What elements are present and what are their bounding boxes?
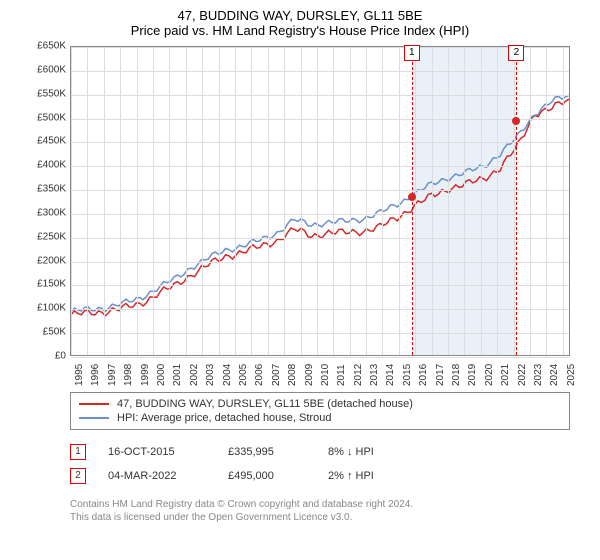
sale-marker-line: [516, 47, 517, 355]
sale-event-price: £495,000: [228, 470, 328, 482]
y-tick-label: £600K: [20, 64, 66, 75]
sale-event-diff: 2% ↑ HPI: [328, 470, 428, 482]
sale-event-badge: 2: [70, 468, 86, 484]
x-tick-label: 2015: [402, 364, 413, 386]
x-tick-label: 2018: [451, 364, 462, 386]
x-tick-label: 2019: [467, 364, 478, 386]
plot-region: 12: [70, 46, 570, 356]
x-tick-label: 2021: [500, 364, 511, 386]
x-tick-label: 2006: [254, 364, 265, 386]
chart-container: 47, BUDDING WAY, DURSLEY, GL11 5BE Price…: [0, 0, 600, 560]
y-tick-label: £50K: [20, 327, 66, 338]
x-tick-label: 2013: [369, 364, 380, 386]
sale-event-diff: 8% ↓ HPI: [328, 446, 428, 458]
legend-swatch: [79, 417, 109, 419]
x-tick-label: 2012: [353, 364, 364, 386]
sale-marker-badge: 2: [508, 45, 524, 61]
chart-title: 47, BUDDING WAY, DURSLEY, GL11 5BE: [20, 8, 580, 23]
y-tick-label: £450K: [20, 136, 66, 147]
sale-dot: [408, 193, 416, 201]
x-tick-label: 2010: [320, 364, 331, 386]
x-tick-label: 2022: [517, 364, 528, 386]
sale-event-date: 04-MAR-2022: [108, 470, 228, 482]
x-tick-label: 2025: [566, 364, 577, 386]
x-tick-label: 1995: [74, 364, 85, 386]
footer-attribution: Contains HM Land Registry data © Crown c…: [70, 498, 570, 524]
x-tick-label: 2007: [271, 364, 282, 386]
footer-line-2: This data is licensed under the Open Gov…: [70, 511, 570, 524]
x-tick-label: 2001: [172, 364, 183, 386]
sale-events: 1 16-OCT-2015£335,9958% ↓ HPI 2 04-MAR-2022…: [70, 440, 570, 488]
x-tick-label: 2024: [549, 364, 560, 386]
x-tick-label: 2016: [418, 364, 429, 386]
legend-label: 47, BUDDING WAY, DURSLEY, GL11 5BE (deta…: [117, 398, 413, 410]
y-tick-label: £550K: [20, 88, 66, 99]
y-tick-label: £650K: [20, 41, 66, 52]
footer-line-1: Contains HM Land Registry data © Crown c…: [70, 498, 570, 511]
sale-marker-line: [412, 47, 413, 355]
x-tick-label: 1996: [90, 364, 101, 386]
x-tick-label: 2000: [156, 364, 167, 386]
sale-event-date: 16-OCT-2015: [108, 446, 228, 458]
sale-event-price: £335,995: [228, 446, 328, 458]
x-tick-label: 2005: [238, 364, 249, 386]
y-tick-label: £250K: [20, 231, 66, 242]
y-tick-label: £100K: [20, 303, 66, 314]
legend-swatch: [79, 403, 109, 405]
sale-dot: [512, 117, 520, 125]
legend-label: HPI: Average price, detached house, Stro…: [117, 412, 331, 424]
x-tick-label: 2017: [435, 364, 446, 386]
y-tick-label: £200K: [20, 255, 66, 266]
y-tick-label: £350K: [20, 184, 66, 195]
x-tick-label: 2014: [385, 364, 396, 386]
x-tick-label: 2011: [336, 364, 347, 386]
x-tick-label: 2002: [189, 364, 200, 386]
series-line-1: [71, 95, 569, 311]
chart-area: £0 £50K £100K £150K £200K £250K £300K £350K £400…: [20, 46, 580, 386]
legend-row: 47, BUDDING WAY, DURSLEY, GL11 5BE (deta…: [79, 397, 561, 411]
x-tick-label: 1997: [107, 364, 118, 386]
series-line-0: [71, 99, 569, 316]
x-tick-label: 1999: [140, 364, 151, 386]
sale-marker-badge: 1: [404, 45, 420, 61]
y-tick-label: £0: [20, 351, 66, 362]
y-tick-label: £400K: [20, 160, 66, 171]
x-tick-label: 2020: [484, 364, 495, 386]
chart-subtitle: Price paid vs. HM Land Registry's House …: [20, 23, 580, 38]
sale-event-row: 1 16-OCT-2015£335,9958% ↓ HPI: [70, 440, 570, 464]
sale-event-badge: 1: [70, 444, 86, 460]
y-tick-label: £150K: [20, 279, 66, 290]
x-tick-label: 2023: [533, 364, 544, 386]
x-tick-label: 1998: [123, 364, 134, 386]
y-tick-label: £500K: [20, 112, 66, 123]
legend: 47, BUDDING WAY, DURSLEY, GL11 5BE (deta…: [70, 392, 570, 430]
legend-row: HPI: Average price, detached house, Stro…: [79, 411, 561, 425]
x-tick-label: 2008: [287, 364, 298, 386]
x-tick-label: 2004: [222, 364, 233, 386]
y-tick-label: £300K: [20, 207, 66, 218]
sale-event-row: 2 04-MAR-2022£495,0002% ↑ HPI: [70, 464, 570, 488]
x-tick-label: 2009: [304, 364, 315, 386]
x-tick-label: 2003: [205, 364, 216, 386]
